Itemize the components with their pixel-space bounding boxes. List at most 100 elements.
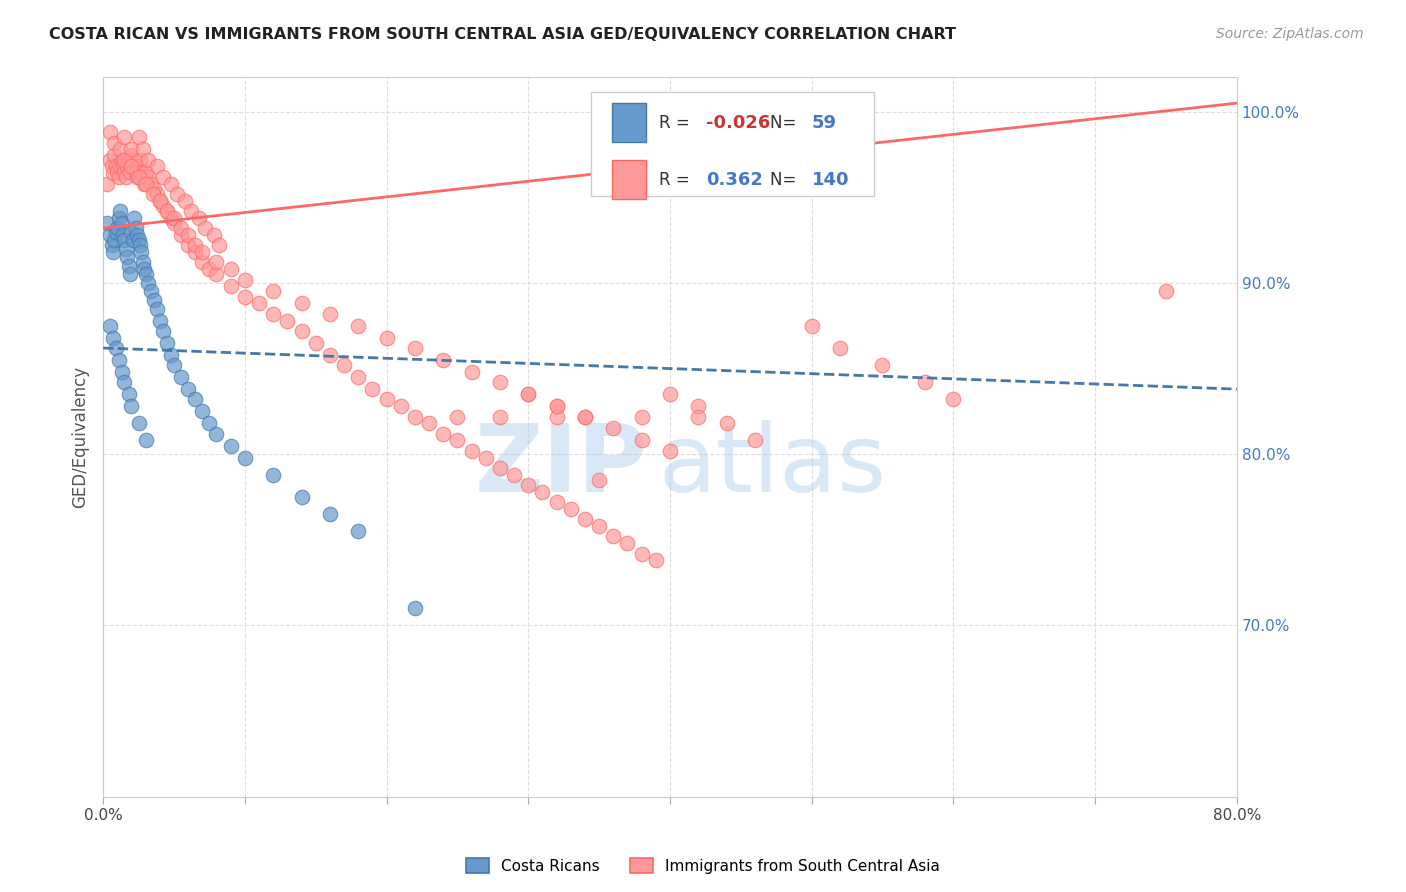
- Point: [205, 255, 228, 269]
- Text: ZIP: ZIP: [474, 420, 647, 512]
- Point: [127, 169, 149, 184]
- Point: [146, 160, 169, 174]
- Point: [104, 341, 127, 355]
- Text: atlas: atlas: [658, 420, 887, 512]
- Point: [828, 341, 851, 355]
- Point: [135, 177, 157, 191]
- Point: [134, 262, 156, 277]
- Point: [630, 409, 652, 424]
- Point: [208, 238, 231, 252]
- Point: [105, 164, 128, 178]
- Point: [121, 142, 143, 156]
- Point: [194, 221, 217, 235]
- Point: [104, 225, 127, 239]
- Point: [688, 409, 710, 424]
- Point: [489, 376, 512, 390]
- Point: [152, 324, 174, 338]
- Point: [914, 376, 936, 390]
- Point: [124, 211, 146, 225]
- Point: [160, 177, 183, 191]
- Text: COSTA RICAN VS IMMIGRANTS FROM SOUTH CENTRAL ASIA GED/EQUIVALENCY CORRELATION CH: COSTA RICAN VS IMMIGRANTS FROM SOUTH CEN…: [49, 27, 956, 42]
- Point: [872, 358, 894, 372]
- Point: [138, 169, 160, 184]
- Point: [205, 426, 228, 441]
- Point: [546, 409, 568, 424]
- Point: [112, 164, 135, 178]
- Point: [942, 392, 965, 407]
- Point: [101, 245, 124, 260]
- Point: [184, 392, 207, 407]
- Point: [219, 279, 242, 293]
- Point: [361, 382, 384, 396]
- Point: [205, 268, 228, 282]
- Point: [146, 301, 169, 316]
- Point: [630, 434, 652, 448]
- Point: [404, 409, 426, 424]
- Point: [602, 421, 624, 435]
- Point: [184, 238, 207, 252]
- Point: [517, 478, 540, 492]
- Point: [143, 182, 166, 196]
- Point: [546, 495, 568, 509]
- Point: [658, 443, 681, 458]
- Point: [112, 233, 135, 247]
- Point: [163, 211, 186, 225]
- Point: [117, 153, 139, 167]
- Point: [115, 250, 138, 264]
- Point: [418, 417, 440, 431]
- Point: [101, 166, 124, 180]
- Legend: Costa Ricans, Immigrants from South Central Asia: Costa Ricans, Immigrants from South Cent…: [460, 852, 946, 880]
- Point: [131, 245, 153, 260]
- Point: [602, 529, 624, 543]
- Point: [644, 553, 666, 567]
- Point: [262, 467, 284, 482]
- Point: [247, 296, 270, 310]
- Text: N=: N=: [769, 114, 801, 132]
- Point: [135, 434, 157, 448]
- Point: [115, 160, 138, 174]
- Point: [124, 153, 146, 167]
- Point: [108, 160, 131, 174]
- Point: [121, 225, 143, 239]
- Point: [128, 417, 150, 431]
- Point: [112, 153, 135, 167]
- Point: [125, 164, 148, 178]
- Point: [319, 307, 342, 321]
- Point: [290, 296, 312, 310]
- Point: [98, 125, 121, 139]
- Text: -0.026: -0.026: [706, 114, 770, 132]
- Point: [177, 227, 200, 242]
- Point: [574, 409, 596, 424]
- Point: [118, 164, 141, 178]
- Point: [114, 242, 136, 256]
- FancyBboxPatch shape: [612, 161, 647, 199]
- Point: [152, 199, 174, 213]
- Point: [404, 341, 426, 355]
- Text: 59: 59: [811, 114, 837, 132]
- Point: [744, 434, 766, 448]
- Point: [219, 439, 242, 453]
- Point: [163, 216, 186, 230]
- Point: [688, 399, 710, 413]
- Point: [104, 160, 127, 174]
- Point: [347, 318, 370, 333]
- Point: [156, 335, 179, 350]
- Point: [149, 194, 172, 208]
- Point: [103, 136, 125, 150]
- Point: [121, 160, 143, 174]
- Point: [574, 512, 596, 526]
- Point: [333, 358, 356, 372]
- Point: [375, 331, 398, 345]
- Point: [262, 285, 284, 299]
- Point: [152, 169, 174, 184]
- Point: [474, 450, 496, 465]
- Point: [160, 211, 183, 225]
- Point: [489, 461, 512, 475]
- Point: [160, 348, 183, 362]
- Point: [110, 153, 132, 167]
- Point: [517, 387, 540, 401]
- Point: [110, 216, 132, 230]
- Text: R =: R =: [658, 170, 695, 188]
- Point: [170, 227, 193, 242]
- Point: [347, 524, 370, 539]
